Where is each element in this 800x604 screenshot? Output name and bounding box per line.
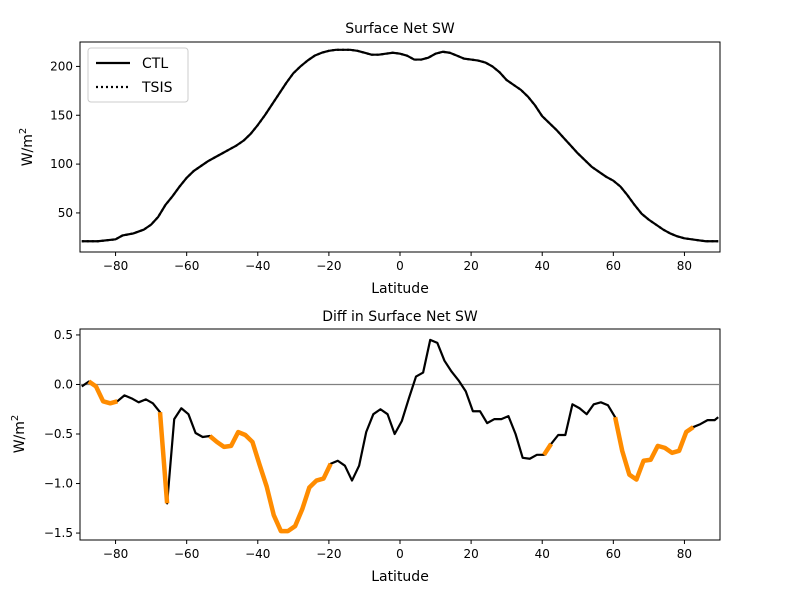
- significant-segment: [208, 429, 333, 534]
- diff-surface-net-sw-chart: Diff in Surface Net SW −80 −60 −40 −20 0 20 40…: [10, 309, 721, 585]
- x-tick-label: 60: [606, 259, 621, 273]
- x-tick-label: −20: [316, 547, 341, 561]
- y-tick-label: −1.0: [44, 477, 73, 491]
- x-tick-label: −60: [174, 259, 199, 273]
- series-tsis-line: [81, 48, 719, 243]
- x-axis-label: Latitude: [371, 569, 429, 585]
- legend: CTL TSIS: [87, 47, 189, 103]
- significant-segment: [612, 416, 695, 482]
- x-tick-label: 80: [677, 259, 692, 273]
- plot-area: [79, 328, 721, 541]
- y-axis-label: W/m2: [18, 128, 36, 167]
- series-lines: [81, 338, 719, 534]
- chart-title: Surface Net SW: [345, 21, 455, 37]
- y-tick-label: 150: [50, 108, 73, 122]
- y-axis-label: W/m2: [10, 415, 28, 454]
- surface-net-sw-chart: Surface Net SW −80 −60 −40 −20 0 20 40 60 80 50 1…: [18, 21, 721, 297]
- y-axis-label-superscript: 2: [10, 415, 21, 421]
- x-tick-label: −20: [316, 259, 341, 273]
- x-tick-label: −80: [103, 259, 128, 273]
- y-axis-ticks: −1.5 −1.0 −0.5 0.0 0.5: [44, 328, 80, 540]
- chart-title: Diff in Surface Net SW: [322, 309, 478, 325]
- x-tick-label: 0: [396, 259, 404, 273]
- y-tick-label: 50: [58, 206, 73, 220]
- y-tick-label: 100: [50, 157, 73, 171]
- y-tick-label: 0.0: [54, 377, 73, 391]
- significant-segment: [87, 379, 118, 406]
- x-tick-label: −80: [103, 547, 128, 561]
- x-axis-ticks: −80 −60 −40 −20 0 20 40 60 80: [103, 540, 692, 561]
- x-axis-label: Latitude: [371, 281, 429, 297]
- x-axis-ticks: −80 −60 −40 −20 0 20 40 60 80: [103, 252, 692, 273]
- y-axis-label-superscript: 2: [18, 128, 29, 134]
- x-tick-label: −40: [245, 259, 270, 273]
- x-tick-label: 80: [677, 547, 692, 561]
- legend-ctl-label: CTL: [142, 56, 168, 72]
- y-tick-label: −1.5: [44, 526, 73, 540]
- series-diff-line: [81, 338, 719, 533]
- x-tick-label: 40: [535, 547, 550, 561]
- y-tick-label: −0.5: [44, 427, 73, 441]
- y-tick-label: 200: [50, 59, 73, 73]
- x-tick-label: 20: [463, 259, 478, 273]
- x-tick-label: 0: [396, 547, 404, 561]
- significant-segment: [157, 412, 170, 504]
- y-axis-ticks: 50 100 150 200: [50, 59, 80, 220]
- significant-segment: [542, 442, 553, 457]
- y-axis-label-base: W/m: [12, 421, 28, 453]
- x-tick-label: 40: [535, 259, 550, 273]
- legend-box: [87, 47, 189, 103]
- x-tick-label: −40: [245, 547, 270, 561]
- x-tick-label: 20: [463, 547, 478, 561]
- y-axis-label-base: W/m: [20, 134, 36, 166]
- series-lines: [81, 48, 719, 243]
- legend-tsis-label: TSIS: [141, 80, 173, 96]
- y-tick-label: 0.5: [54, 328, 73, 342]
- x-tick-label: −60: [174, 547, 199, 561]
- x-tick-label: 60: [606, 547, 621, 561]
